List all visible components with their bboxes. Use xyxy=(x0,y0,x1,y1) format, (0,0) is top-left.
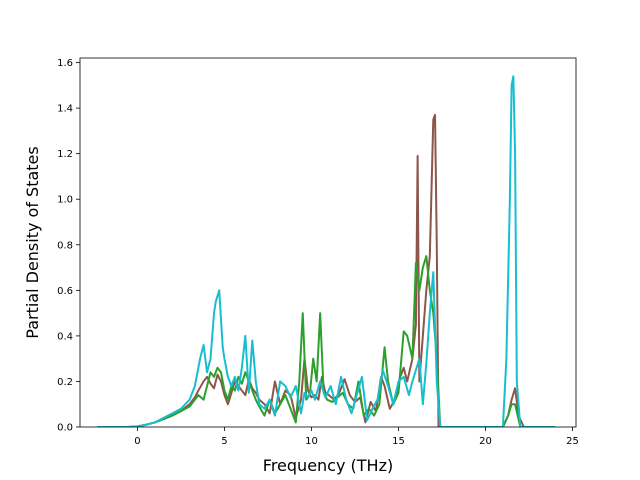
y-tick-label: 1.6 xyxy=(57,58,73,69)
series-line-1 xyxy=(97,113,556,427)
y-tick-label: 1.0 xyxy=(57,195,73,206)
x-tick-label: 5 xyxy=(221,436,227,447)
x-tick-label: 15 xyxy=(392,436,405,447)
y-tick-label: 0.4 xyxy=(57,331,73,342)
y-tick-label: 0.8 xyxy=(57,240,73,251)
y-axis: 0.0 0.2 0.4 0.6 0.8 1.0 1.2 1.4 1.6 xyxy=(57,58,80,434)
x-tick-label: 0 xyxy=(134,436,140,447)
plot-frame xyxy=(79,57,577,428)
x-tick-label: 10 xyxy=(305,436,318,447)
x-tick-label: 25 xyxy=(566,436,579,447)
series-line-3 xyxy=(97,75,556,427)
y-tick-label: 0.2 xyxy=(57,377,73,388)
x-axis: 0 5 10 15 20 25 xyxy=(134,427,579,447)
y-axis-label: Partial Density of States xyxy=(23,146,42,338)
x-tick-label: 20 xyxy=(479,436,492,447)
y-tick-label: 1.4 xyxy=(57,104,73,115)
y-tick-label: 0.0 xyxy=(57,423,73,434)
y-tick-label: 0.6 xyxy=(57,286,73,297)
x-axis-label: Frequency (THz) xyxy=(263,456,393,475)
y-tick-label: 1.2 xyxy=(57,149,73,160)
series-layer xyxy=(97,75,556,427)
